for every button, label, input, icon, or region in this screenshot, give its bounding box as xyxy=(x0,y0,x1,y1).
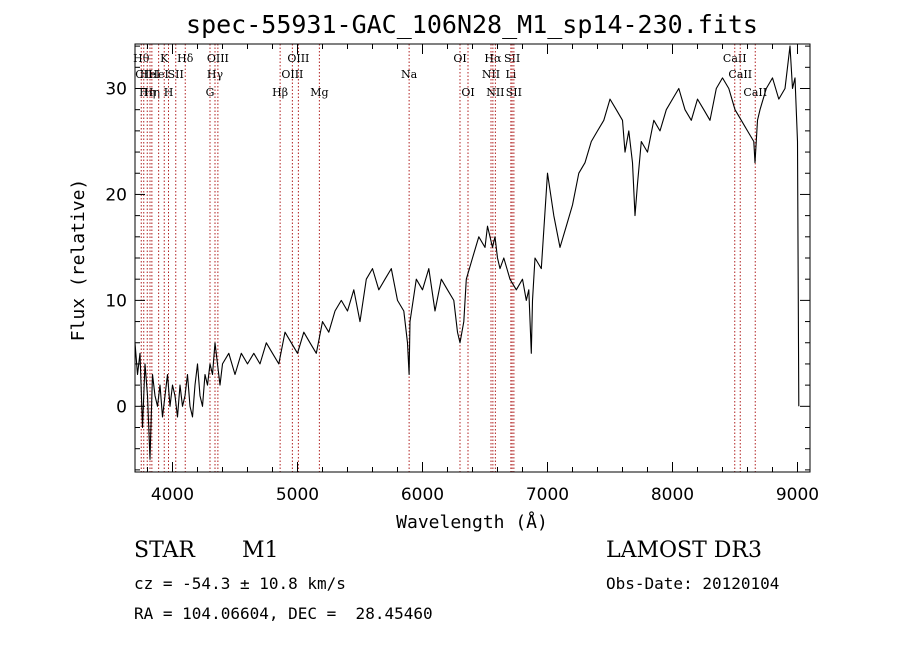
obs-date: Obs-Date: 20120104 xyxy=(606,574,780,593)
spectral-line-label: OI xyxy=(453,52,466,65)
x-tick-label: 7000 xyxy=(526,485,569,505)
spectral-line-label: SII xyxy=(506,86,522,99)
y-tick-label: 10 xyxy=(105,291,127,311)
spectral-line-label: NII xyxy=(486,86,504,99)
spectral-line-label: SII xyxy=(168,68,184,81)
spectral-line-label: Mg xyxy=(310,86,328,99)
object-class: STAR xyxy=(134,538,195,563)
chart-title: spec-55931-GAC_106N28_M1_sp14-230.fits xyxy=(186,10,758,39)
series-line-flux xyxy=(134,45,800,460)
spectral-line-label: Hα xyxy=(484,52,502,65)
spectral-line-label: Hγ xyxy=(207,68,224,81)
spectral-line-label: OIII xyxy=(281,68,303,81)
y-axis-label: Flux (relative) xyxy=(68,179,89,342)
spectral-lines: HθCIIHηHeIHηHeIKHSIIHδGHγOIIIHβOIIIOIIIM… xyxy=(133,44,767,472)
spectral-line-label: G xyxy=(206,86,215,99)
spectral-line-label: HeI xyxy=(148,68,168,81)
spectral-line-label: CaII xyxy=(723,52,747,65)
survey-label: LAMOST DR3 xyxy=(606,538,762,563)
spectral-line-label: Hβ xyxy=(272,86,288,99)
x-axis-label: Wavelength (Å) xyxy=(396,511,548,533)
x-tick-label: 5000 xyxy=(276,485,319,505)
spectral-line-label: SII xyxy=(504,52,520,65)
spectral-line-label: H xyxy=(164,86,174,99)
spectral-line-label: Hθ xyxy=(133,52,150,65)
x-tick-label: 8000 xyxy=(651,485,694,505)
x-tick-label: 6000 xyxy=(401,485,444,505)
spectral-line-label: OIII xyxy=(287,52,309,65)
spectral-line-label: Li xyxy=(505,68,516,81)
coordinates: RA = 104.06604, DEC = 28.45460 xyxy=(134,604,433,623)
redshift-text: cz = -54.3 ± 10.8 km/s xyxy=(134,574,346,593)
spectral-line-label: CII xyxy=(135,68,152,81)
spectral-line-label: Hη xyxy=(144,86,160,99)
y-tick-label: 20 xyxy=(105,185,127,205)
spectral-line-label: Na xyxy=(401,68,418,81)
x-tick-label: 9000 xyxy=(776,485,819,505)
plot-axes: 4000 5000 6000 7000 8000 9000 0 10 20 30 xyxy=(105,43,819,505)
spectral-line-label: CaII xyxy=(728,68,752,81)
spectral-line-label: Hη xyxy=(139,86,155,99)
spectral-line-label: HeI xyxy=(140,68,160,81)
object-subclass: M1 xyxy=(242,538,279,563)
y-tick-label: 30 xyxy=(105,79,127,99)
spectral-line-label: NII xyxy=(482,68,500,81)
x-tick-label: 4000 xyxy=(151,485,194,505)
spectral-line-label: Hδ xyxy=(177,52,194,65)
spectrum-series xyxy=(134,45,800,460)
spectral-line-label: CaII xyxy=(743,86,767,99)
spectral-line-label: OI xyxy=(461,86,474,99)
y-tick-label: 0 xyxy=(116,397,127,417)
spectral-line-label: OIII xyxy=(207,52,229,65)
spectral-line-label: K xyxy=(160,52,169,65)
